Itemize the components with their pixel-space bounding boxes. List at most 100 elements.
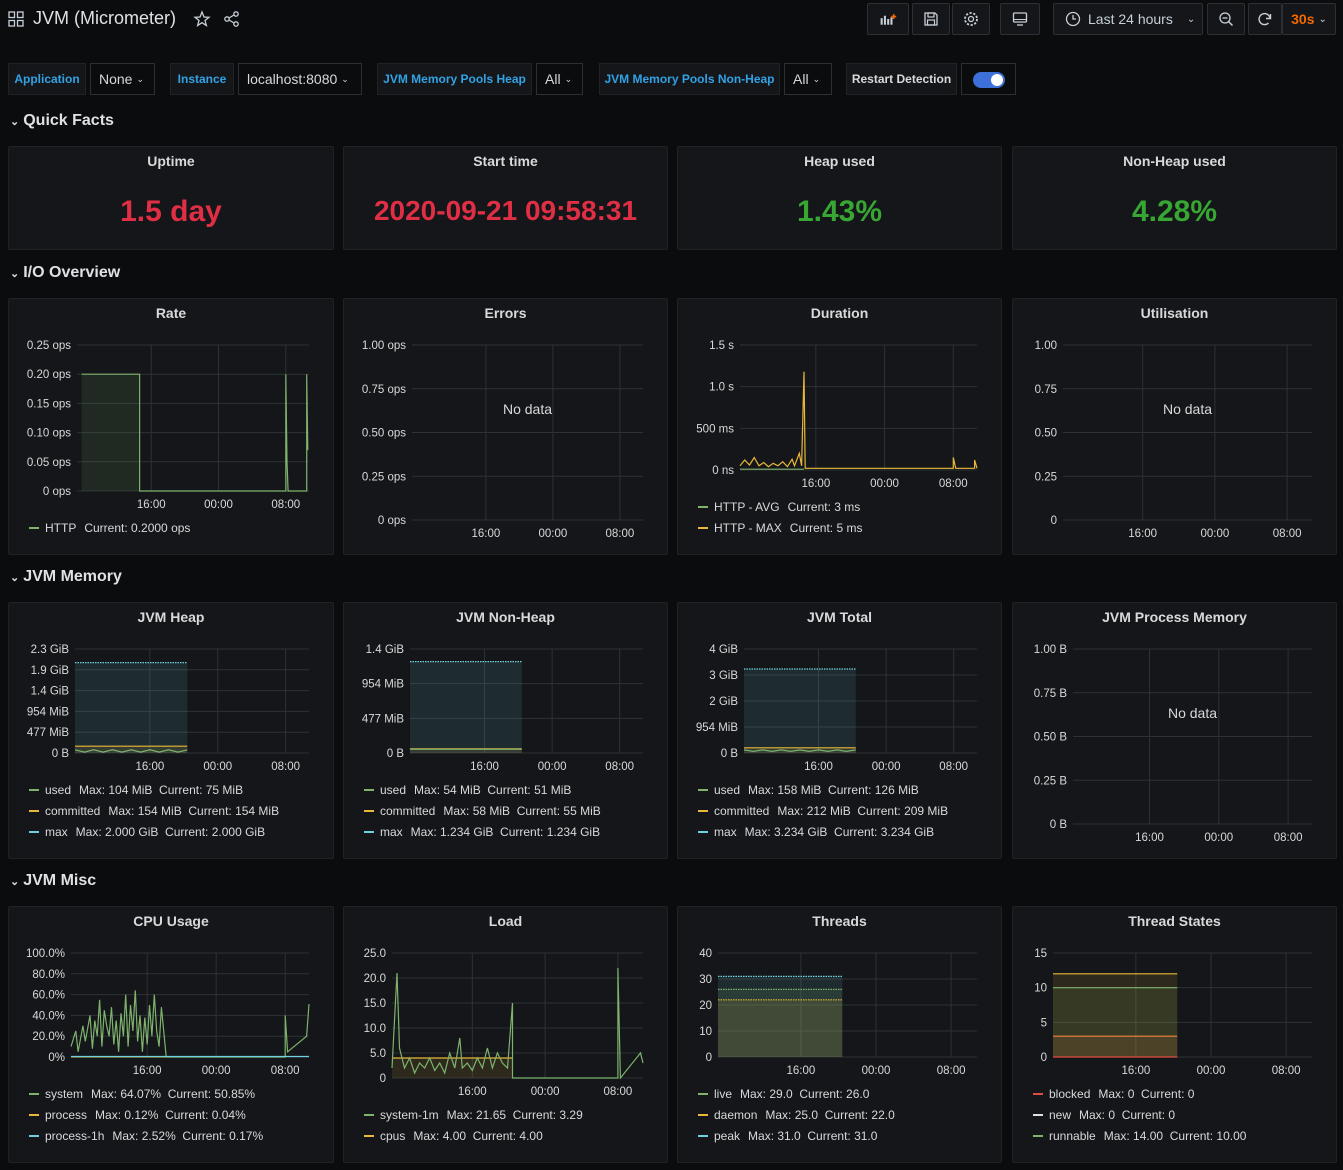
- stat-value: 1.5 day: [120, 195, 222, 228]
- legend-item[interactable]: runnable Max: 14.00 Current: 10.00: [1033, 1129, 1246, 1143]
- restart-detection-toggle[interactable]: [961, 63, 1016, 95]
- graph-canvas[interactable]: 0 B 477 MiB 954 MiB 1.4 GiB 1.9 GiB 2.3 GiB 16…: [9, 603, 335, 860]
- graph-canvas[interactable]: 0 ns 500 ms 1.0 s 1.5 s 16:00 00:00 08:00: [678, 299, 1003, 556]
- legend-item[interactable]: committed Max: 154 MiB Current: 154 MiB: [29, 804, 279, 818]
- x-tick-label: 00:00: [203, 761, 232, 773]
- graph-panel-duration[interactable]: Duration 0 ns 500 ms 1.0 s 1.5 s 16:00 00:00 08…: [677, 298, 1002, 555]
- series-area-peak: [718, 976, 843, 1057]
- legend-item[interactable]: used Max: 158 MiB Current: 126 MiB: [698, 783, 919, 797]
- legend-item[interactable]: daemon Max: 25.0 Current: 22.0: [698, 1108, 895, 1122]
- legend-item[interactable]: new Max: 0 Current: 0: [1033, 1108, 1175, 1122]
- graph-canvas[interactable]: 0 5.0 10.0 15.0 20.0 25.0 16:00 00:00 08:00: [344, 907, 669, 1164]
- legend-series-name: new: [1049, 1108, 1072, 1122]
- legend-item[interactable]: system-1m Max: 21.65 Current: 3.29: [364, 1108, 583, 1122]
- graph-canvas[interactable]: 0 B 0.25 B 0.50 B 0.75 B 1.00 B 16:00 00:00 08:…: [1013, 603, 1338, 860]
- legend-item[interactable]: HTTP - AVG Current: 3 ms: [698, 500, 860, 514]
- variable-select-instance[interactable]: localhost:8080 ⌄: [238, 63, 362, 95]
- stat-panel-start-time[interactable]: Start time 2020-09-21 09:58:31: [343, 146, 668, 250]
- graph-panel-jvm-nonheap[interactable]: JVM Non-Heap 0 B 477 MiB 954 MiB 1.4 GiB 16:0…: [343, 602, 668, 859]
- x-tick-label: 16:00: [137, 499, 166, 511]
- y-tick-label: 0.75 ops: [362, 384, 406, 396]
- stat-panel-heap-used[interactable]: Heap used 1.43%: [677, 146, 1002, 250]
- refresh-interval-value: 30s: [1291, 11, 1315, 27]
- variable-select-memory-pools-heap[interactable]: All ⌄: [536, 63, 583, 95]
- y-tick-label: 1.5 s: [709, 340, 734, 352]
- graph-panel-utilisation[interactable]: Utilisation 0 0.25 0.50 0.75 1.00 16:00 00:00 08…: [1012, 298, 1337, 555]
- row-header-jvm-misc[interactable]: ⌄ JVM Misc: [10, 872, 96, 890]
- row-header-jvm-memory[interactable]: ⌄ JVM Memory: [10, 568, 122, 586]
- legend-series-name: used: [380, 783, 407, 797]
- y-tick-label: 0.20 ops: [27, 369, 71, 381]
- legend-item[interactable]: HTTP - MAX Current: 5 ms: [698, 521, 862, 535]
- graph-panel-jvm-heap[interactable]: JVM Heap 0 B 477 MiB 954 MiB 1.4 GiB 1.9 GiB 2…: [8, 602, 334, 859]
- legend-item[interactable]: used Max: 54 MiB Current: 51 MiB: [364, 783, 571, 797]
- graph-panel-threads[interactable]: Threads 0 10 20 30 40 16:00 00:00 08:00 live Max: …: [677, 906, 1002, 1163]
- series-line-HTTP: [81, 373, 309, 492]
- row-header-quick-facts[interactable]: ⌄ Quick Facts: [10, 112, 114, 130]
- y-tick-label: 0: [1051, 515, 1057, 527]
- share-icon[interactable]: [223, 10, 241, 28]
- graph-canvas[interactable]: 0 0.25 0.50 0.75 1.00 16:00 00:00 08:00: [1013, 299, 1338, 556]
- legend-item[interactable]: blocked Max: 0 Current: 0: [1033, 1087, 1194, 1101]
- legend-item[interactable]: HTTP Current: 0.2000 ops: [29, 521, 190, 535]
- legend-item[interactable]: committed Max: 58 MiB Current: 55 MiB: [364, 804, 601, 818]
- graph-panel-load[interactable]: Load 0 5.0 10.0 15.0 20.0 25.0 16:00 00:00 08:00 s…: [343, 906, 668, 1163]
- graph-panel-jvm-process-memory[interactable]: JVM Process Memory 0 B 0.25 B 0.50 B 0.75 B 1…: [1012, 602, 1337, 859]
- y-tick-label: 954 MiB: [27, 706, 70, 718]
- legend-item[interactable]: max Max: 3.234 GiB Current: 3.234 GiB: [698, 825, 934, 839]
- stat-panel-uptime[interactable]: Uptime 1.5 day: [8, 146, 334, 250]
- legend-item[interactable]: peak Max: 31.0 Current: 31.0: [698, 1129, 877, 1143]
- graph-panel-cpu-usage[interactable]: CPU Usage 0% 20.0% 40.0% 60.0% 80.0% 100.0% 16:…: [8, 906, 334, 1163]
- graph-canvas[interactable]: 0% 20.0% 40.0% 60.0% 80.0% 100.0% 16:00 00:00 08…: [9, 907, 335, 1164]
- star-icon[interactable]: [193, 10, 211, 28]
- panel-title: JVM Non-Heap: [456, 609, 555, 625]
- refresh-interval-picker[interactable]: 30s ⌄: [1282, 3, 1336, 35]
- y-tick-label: 10.0: [364, 1023, 386, 1035]
- x-tick-label: 16:00: [472, 528, 501, 540]
- graph-canvas[interactable]: 0 ops 0.25 ops 0.50 ops 0.75 ops 1.00 ops 16:…: [344, 299, 669, 556]
- variable-select-application[interactable]: None ⌄: [90, 63, 155, 95]
- series-area-HTTP: [81, 374, 308, 491]
- legend-item[interactable]: max Max: 1.234 GiB Current: 1.234 GiB: [364, 825, 600, 839]
- stat-panel-non-heap-used[interactable]: Non-Heap used 4.28%: [1012, 146, 1337, 250]
- dashboard-settings-button[interactable]: [952, 3, 990, 35]
- legend-series-name: max: [380, 825, 403, 839]
- graph-canvas[interactable]: 0 B 954 MiB 2 GiB 3 GiB 4 GiB 16:00 00:00 08:00: [678, 603, 1003, 860]
- variable-select-memory-pools-nonheap[interactable]: All ⌄: [784, 63, 832, 95]
- save-icon: [924, 12, 938, 26]
- dashboard-title[interactable]: JVM (Micrometer): [33, 8, 176, 28]
- legend-item[interactable]: max Max: 2.000 GiB Current: 2.000 GiB: [29, 825, 265, 839]
- legend-series-name: peak: [714, 1129, 741, 1143]
- refresh-button[interactable]: [1248, 3, 1282, 35]
- graph-canvas[interactable]: 0 10 20 30 40 16:00 00:00 08:00: [678, 907, 1003, 1164]
- chevron-down-icon: ⌄: [1186, 13, 1196, 25]
- stat-value: 1.43%: [796, 195, 883, 228]
- y-tick-label: 0.25 ops: [27, 340, 71, 352]
- legend-item[interactable]: cpus Max: 4.00 Current: 4.00: [364, 1129, 543, 1143]
- graph-canvas[interactable]: 0 ops 0.05 ops 0.10 ops 0.15 ops 0.20 ops 0.2…: [9, 299, 335, 556]
- graph-panel-rate[interactable]: Rate 0 ops 0.05 ops 0.10 ops 0.15 ops 0.20 op…: [8, 298, 334, 555]
- graph-panel-errors[interactable]: Errors 0 ops 0.25 ops 0.50 ops 0.75 ops 1.00 …: [343, 298, 668, 555]
- apps-grid-icon[interactable]: [8, 11, 24, 27]
- y-tick-label: 0.75 B: [1034, 688, 1068, 700]
- legend-item[interactable]: system Max: 64.07% Current: 50.85%: [29, 1087, 255, 1101]
- legend-item[interactable]: process-1h Max: 2.52% Current: 0.17%: [29, 1129, 263, 1143]
- zoom-out-button[interactable]: [1207, 3, 1245, 35]
- row-header-io-overview[interactable]: ⌄ I/O Overview: [10, 264, 120, 282]
- add-panel-button[interactable]: [867, 3, 909, 35]
- legend-item[interactable]: live Max: 29.0 Current: 26.0: [698, 1087, 869, 1101]
- graph-panel-jvm-total[interactable]: JVM Total 0 B 954 MiB 2 GiB 3 GiB 4 GiB 16:00 0…: [677, 602, 1002, 859]
- legend-item[interactable]: committed Max: 212 MiB Current: 209 MiB: [698, 804, 948, 818]
- save-dashboard-button[interactable]: [912, 3, 950, 35]
- legend-item[interactable]: process Max: 0.12% Current: 0.04%: [29, 1108, 246, 1122]
- graph-canvas[interactable]: 0 5 10 15 16:00 00:00 08:00: [1013, 907, 1338, 1164]
- variable-value-memory-pools-nonheap: All: [793, 71, 809, 87]
- graph-panel-thread-states[interactable]: Thread States 0 5 10 15 16:00 00:00 08:00 blocke…: [1012, 906, 1337, 1163]
- panel-title: Non-Heap used: [1123, 153, 1226, 169]
- time-range-picker[interactable]: Last 24 hours ⌄: [1053, 3, 1203, 35]
- cycle-view-mode-button[interactable]: [1000, 3, 1040, 35]
- stat-value: 4.28%: [1131, 195, 1218, 228]
- series-area-max: [75, 662, 188, 753]
- graph-canvas[interactable]: 0 B 477 MiB 954 MiB 1.4 GiB 16:00 00:00 08:00: [344, 603, 669, 860]
- legend-item[interactable]: used Max: 104 MiB Current: 75 MiB: [29, 783, 243, 797]
